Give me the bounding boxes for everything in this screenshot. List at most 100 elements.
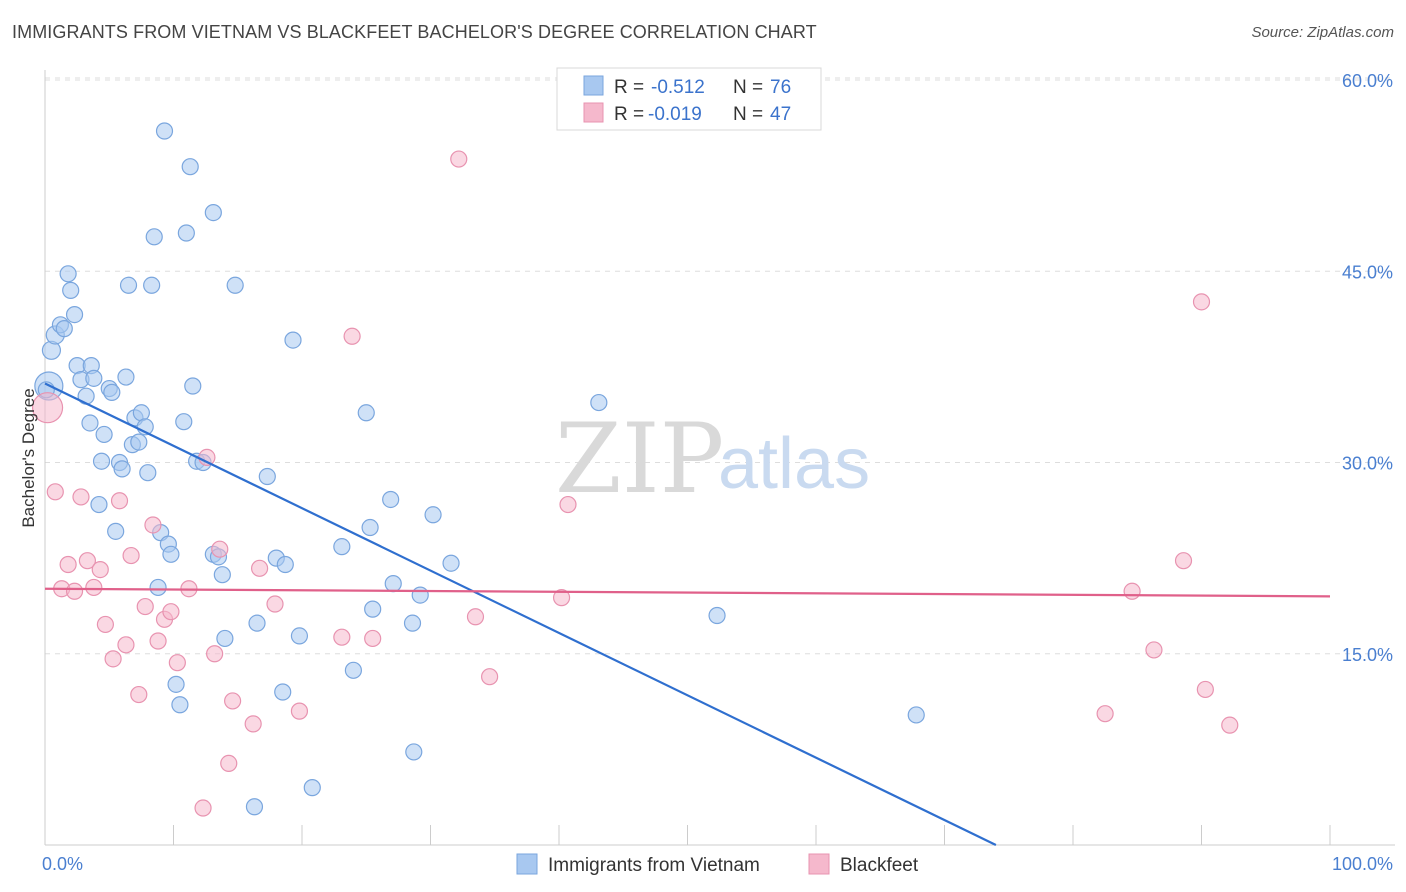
point-vietnam xyxy=(130,433,148,451)
point-blackfeet xyxy=(149,632,167,650)
legend-n-label-2: N = xyxy=(733,104,763,125)
legend-r-value-1: -0.512 xyxy=(651,77,705,98)
point-blackfeet xyxy=(220,754,238,773)
axes: 15.0% 30.0% 45.0% 60.0% 0.0% 100.0% xyxy=(42,70,1395,874)
point-vietnam xyxy=(117,368,135,386)
point-vietnam xyxy=(424,506,442,524)
point-vietnam xyxy=(107,522,125,540)
point-blackfeet xyxy=(117,636,135,654)
point-blackfeet xyxy=(343,327,361,345)
point-blackfeet xyxy=(194,799,212,817)
x-tick-label-max: 100.0% xyxy=(1332,854,1393,874)
legend-r-label-1: R = xyxy=(614,77,644,98)
point-blackfeet xyxy=(481,668,499,686)
point-blackfeet xyxy=(85,578,103,597)
legend-swatch-vietnam xyxy=(516,853,538,875)
point-vietnam xyxy=(132,404,150,422)
point-blackfeet xyxy=(31,392,64,424)
point-vietnam xyxy=(85,369,103,387)
point-vietnam xyxy=(248,614,266,632)
point-vietnam xyxy=(139,464,157,482)
point-vietnam xyxy=(245,798,264,816)
point-vietnam xyxy=(290,627,309,645)
point-vietnam xyxy=(442,554,460,572)
point-vietnam xyxy=(405,743,423,761)
point-blackfeet xyxy=(1096,705,1114,723)
point-vietnam xyxy=(145,228,163,246)
point-blackfeet xyxy=(59,555,77,574)
legend-n-label-1: N = xyxy=(733,77,763,98)
point-vietnam xyxy=(175,413,193,431)
watermark-atlas: atlas xyxy=(718,424,870,504)
legend-swatch-pink xyxy=(583,102,604,123)
point-blackfeet xyxy=(91,560,109,579)
point-blackfeet xyxy=(266,595,284,613)
point-blackfeet xyxy=(552,589,571,607)
chart-title: IMMIGRANTS FROM VIETNAM VS BLACKFEET BAC… xyxy=(12,22,817,42)
point-blackfeet xyxy=(65,582,84,600)
point-vietnam xyxy=(155,122,174,140)
point-vietnam xyxy=(92,452,111,470)
source-credit: Source: ZipAtlas.com xyxy=(1251,24,1394,41)
point-vietnam xyxy=(181,158,199,176)
point-blackfeet xyxy=(1196,680,1214,699)
point-blackfeet xyxy=(104,650,122,668)
point-vietnam xyxy=(59,265,77,283)
point-blackfeet xyxy=(206,645,224,663)
point-vietnam xyxy=(284,331,302,349)
point-vietnam xyxy=(403,614,422,632)
point-blackfeet xyxy=(136,597,154,616)
point-vietnam xyxy=(344,661,362,679)
point-blackfeet xyxy=(46,483,64,501)
series-legend: Immigrants from Vietnam Blackfeet xyxy=(516,853,919,876)
y-tick-label: 15.0% xyxy=(1342,645,1393,665)
legend-r-label-2: R = xyxy=(614,104,644,125)
point-blackfeet xyxy=(130,685,148,704)
y-tick-label: 45.0% xyxy=(1342,262,1393,282)
point-vietnam xyxy=(149,578,167,597)
legend-r-value-2: -0.019 xyxy=(648,104,702,125)
point-vietnam xyxy=(171,696,189,714)
point-blackfeet xyxy=(1174,552,1193,570)
point-blackfeet xyxy=(78,552,97,570)
point-vietnam xyxy=(364,600,382,618)
point-vietnam xyxy=(333,538,351,556)
point-blackfeet xyxy=(244,715,262,733)
legend-swatch-blue xyxy=(583,75,604,96)
point-vietnam xyxy=(258,467,276,486)
point-vietnam xyxy=(204,204,222,222)
point-blackfeet xyxy=(122,546,140,565)
point-blackfeet xyxy=(96,615,114,634)
legend-n-value-2: 47 xyxy=(770,104,791,125)
point-blackfeet xyxy=(1145,641,1163,659)
point-blackfeet xyxy=(559,495,577,514)
trend-line-vietnam xyxy=(44,382,997,846)
point-blackfeet xyxy=(450,150,468,168)
point-blackfeet xyxy=(333,628,351,646)
x-tick-label-min: 0.0% xyxy=(42,854,83,874)
point-blackfeet xyxy=(72,488,90,506)
legend-n-value-1: 76 xyxy=(770,77,791,98)
point-vietnam xyxy=(113,460,131,478)
point-vietnam xyxy=(213,566,231,584)
trend-lines xyxy=(44,382,1331,846)
point-blackfeet xyxy=(1192,293,1211,311)
point-vietnam xyxy=(90,495,108,514)
watermark-zip: ZIP xyxy=(555,403,724,515)
point-blackfeet xyxy=(1221,716,1239,734)
point-vietnam xyxy=(708,606,726,625)
point-vietnam xyxy=(119,276,138,294)
point-blackfeet xyxy=(162,603,180,621)
point-vietnam xyxy=(143,276,161,294)
gridlines xyxy=(45,77,1395,655)
point-vietnam xyxy=(276,555,294,574)
point-vietnam xyxy=(62,281,80,299)
point-blackfeet xyxy=(364,629,382,648)
point-vietnam xyxy=(382,490,400,509)
point-vietnam xyxy=(167,675,185,693)
point-vietnam xyxy=(184,377,202,395)
point-vietnam xyxy=(81,414,99,432)
trend-line-blackfeet xyxy=(44,587,1331,598)
point-vietnam xyxy=(361,518,379,537)
